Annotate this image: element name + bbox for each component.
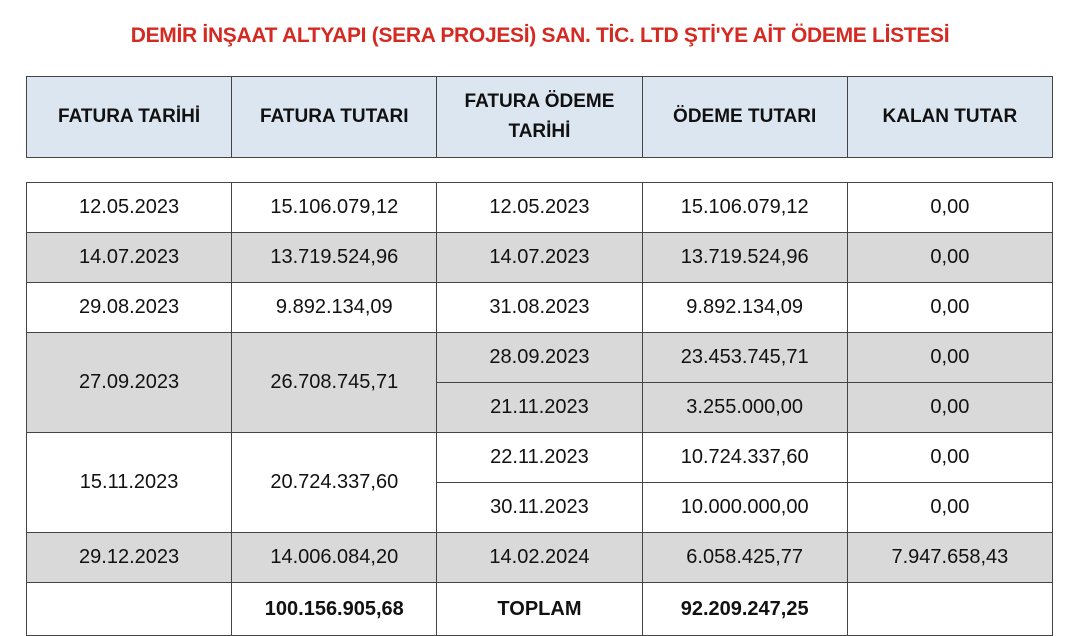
header-line: TARİHİ	[508, 121, 571, 142]
odeme-tarihi-cell: 28.09.2023	[436, 332, 643, 383]
table-row: 21.11.2023 3.255.000,00 0,00	[27, 382, 1054, 433]
table-header: FATURA TARİHİ FATURA TUTARI FATURA ÖDEME…	[25, 76, 1054, 158]
odeme-tarihi-cell: 31.08.2023	[436, 282, 643, 333]
odeme-tutari-cell: 13.719.524,96	[641, 232, 848, 283]
fatura-tarihi-cell: 14.07.2023	[25, 232, 233, 283]
page-title: DEMİR İNŞAAT ALTYAPI (SERA PROJESİ) SAN.…	[130, 24, 950, 47]
kalan-tutar-cell: 0,00	[846, 282, 1054, 333]
odeme-tutari-cell: 6.058.425,77	[641, 532, 848, 583]
payment-table: 12.05.2023 15.106.079,12 12.05.2023 15.106.…	[25, 182, 1054, 636]
table-row: 30.11.2023 10.000.000,00 0,00	[27, 482, 1054, 533]
header-fatura-tutari: FATURA TUTARI	[231, 76, 438, 158]
odeme-tarihi-cell: 14.02.2024	[436, 532, 643, 583]
header-line: FATURA ÖDEME	[464, 91, 615, 112]
table-row: 27.09.2023 26.708.745,71 28.09.2023 23.453.…	[25, 332, 1054, 433]
empty-cell	[846, 582, 1054, 636]
odeme-tutari-cell: 23.453.745,71	[641, 332, 848, 383]
kalan-tutar-cell: 7.947.658,43	[846, 532, 1054, 583]
fatura-tutari-cell: 26.708.745,71	[231, 332, 438, 433]
header-kalan-tutar: KALAN TUTAR	[846, 76, 1054, 158]
fatura-tutari-cell: 15.106.079,12	[231, 182, 438, 233]
total-odeme-tutari: 92.209.247,25	[641, 582, 848, 636]
total-label: TOPLAM	[436, 582, 643, 636]
table-row: 12.05.2023 15.106.079,12 12.05.2023 15.106.…	[25, 182, 1054, 233]
fatura-tutari-cell: 14.006.084,20	[231, 532, 438, 583]
odeme-tarihi-cell: 22.11.2023	[436, 432, 643, 483]
odeme-tarihi-cell: 30.11.2023	[436, 482, 643, 533]
table-row: 14.07.2023 13.719.524,96 14.07.2023 13.719.…	[25, 232, 1054, 283]
total-fatura-tutari: 100.156.905,68	[231, 582, 438, 636]
odeme-tutari-cell: 15.106.079,12	[641, 182, 848, 233]
fatura-tarihi-cell: 29.08.2023	[25, 282, 233, 333]
header-fatura-odeme-tarihi: FATURA ÖDEME TARİHİ	[436, 76, 643, 158]
header-odeme-tutari: ÖDEME TUTARI	[641, 76, 848, 158]
kalan-tutar-cell: 0,00	[846, 382, 1054, 433]
odeme-tarihi-cell: 12.05.2023	[436, 182, 643, 233]
odeme-tarihi-cell: 21.11.2023	[436, 382, 643, 433]
fatura-tarihi-cell: 27.09.2023	[25, 332, 233, 433]
odeme-tutari-cell: 10.000.000,00	[641, 482, 848, 533]
fatura-tarihi-cell: 15.11.2023	[25, 432, 233, 533]
header-fatura-tarihi: FATURA TARİHİ	[25, 76, 233, 158]
kalan-tutar-cell: 0,00	[846, 432, 1054, 483]
table-row: 29.12.2023 14.006.084,20 14.02.2024 6.058.4…	[25, 532, 1054, 583]
fatura-tutari-cell: 9.892.134,09	[231, 282, 438, 333]
table-row: 29.08.2023 9.892.134,09 31.08.2023 9.892.13…	[25, 282, 1054, 333]
odeme-tutari-cell: 9.892.134,09	[641, 282, 848, 333]
fatura-tarihi-cell: 29.12.2023	[25, 532, 233, 583]
odeme-tarihi-cell: 14.07.2023	[436, 232, 643, 283]
fatura-tutari-cell: 13.719.524,96	[231, 232, 438, 283]
empty-cell	[25, 582, 233, 636]
odeme-tutari-cell: 3.255.000,00	[641, 382, 848, 433]
odeme-tutari-cell: 10.724.337,60	[641, 432, 848, 483]
kalan-tutar-cell: 0,00	[846, 332, 1054, 383]
kalan-tutar-cell: 0,00	[846, 232, 1054, 283]
fatura-tutari-cell: 20.724.337,60	[231, 432, 438, 533]
totals-row: 100.156.905,68 TOPLAM 92.209.247,25	[25, 582, 1054, 636]
kalan-tutar-cell: 0,00	[846, 482, 1054, 533]
kalan-tutar-cell: 0,00	[846, 182, 1054, 233]
fatura-tarihi-cell: 12.05.2023	[25, 182, 233, 233]
table-row: 15.11.2023 20.724.337,60 22.11.2023 10.724.…	[25, 432, 1054, 533]
